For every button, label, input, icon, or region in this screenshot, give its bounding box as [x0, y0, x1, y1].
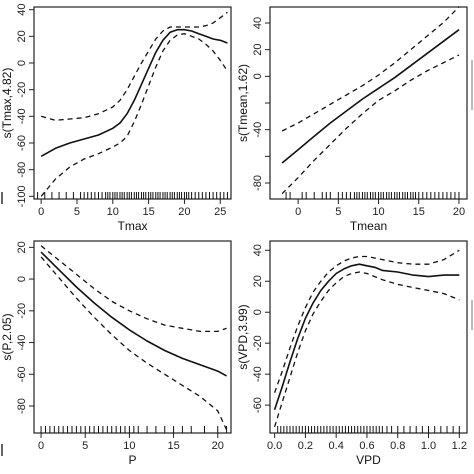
panel-2: 0 5 10 15 20 -80 -40 0 20 40 Tmean s(Tmean,1.62) [236, 6, 468, 233]
fitted-smooth-line [273, 263, 460, 411]
x-tick-label: 5 [82, 440, 88, 452]
y-tick-label: 20 [16, 30, 28, 42]
x-tick-label: 15 [142, 206, 154, 218]
panel-3: 0 5 10 15 20 -80 -60 -40 -20 0 20 Ps(P,2.05) [0, 240, 232, 467]
x-tick-label: 1.2 [452, 440, 467, 452]
panel-1: 0 5 10 15 20 25 -100 -80 -60 -40 -20 0 20 40 Tmax s(Tma… [0, 4, 232, 233]
y-tick-label: -80 [252, 175, 264, 191]
x-tick-label: 5 [335, 206, 341, 218]
x-tick-label: 25 [214, 206, 226, 218]
x-axis-label: Tmean [350, 219, 387, 233]
x-tick-label: 1.0 [421, 440, 436, 452]
x-axis-label: VPD [356, 453, 381, 467]
x-tick-label: 0 [38, 440, 44, 452]
confidence-band-upper [40, 245, 227, 333]
y-tick-label: 0 [252, 73, 264, 79]
y-axis-label: s(P,2.05) [0, 313, 14, 360]
x-tick-label: 0.4 [329, 440, 344, 452]
x-tick-label: 20 [453, 206, 465, 218]
y-tick-label: 40 [252, 17, 264, 29]
y-tick-label: -60 [16, 366, 28, 382]
y-tick-label: 0 [252, 309, 264, 315]
confidence-band-lower [281, 54, 460, 195]
x-tick-label: 10 [107, 206, 119, 218]
fitted-smooth-line [40, 251, 227, 377]
plot-frame [33, 6, 232, 200]
y-tick-label: 20 [252, 44, 264, 56]
y-tick-label: -40 [252, 366, 264, 382]
x-tick-label: 0.6 [359, 440, 374, 452]
plot-frame [269, 240, 468, 434]
confidence-band-lower [40, 256, 228, 431]
x-tick-label: 0 [295, 206, 301, 218]
y-tick-label: 20 [252, 275, 264, 287]
y-tick-label: -60 [252, 397, 264, 413]
x-tick-label: 10 [123, 440, 135, 452]
y-tick-label: 20 [16, 241, 28, 253]
y-axis-label: s(Tmean,1.62) [236, 64, 250, 142]
x-tick-label: 5 [74, 206, 80, 218]
y-tick-label: 0 [16, 276, 28, 282]
y-tick-label: -60 [16, 135, 28, 151]
fitted-smooth-line [281, 29, 460, 164]
x-tick-label: 15 [167, 440, 179, 452]
plot-frame [269, 6, 468, 200]
confidence-band-upper [281, 6, 460, 132]
y-tick-label: -80 [16, 398, 28, 414]
x-tick-label: 0 [38, 206, 44, 218]
y-tick-label: -20 [16, 303, 28, 319]
y-tick-label: -80 [16, 162, 28, 178]
confidence-band-upper [273, 249, 460, 393]
x-tick-label: 0.2 [298, 440, 313, 452]
x-axis-label: Tmax [118, 219, 148, 233]
plot-frame [33, 240, 232, 434]
y-tick-label: -20 [16, 82, 28, 98]
y-tick-label: 40 [16, 4, 28, 16]
x-axis-label: P [128, 453, 136, 467]
confidence-band-upper [41, 11, 228, 121]
x-tick-label: 0.8 [390, 440, 405, 452]
x-tick-label: 0.0 [267, 440, 282, 452]
fitted-smooth-line [40, 28, 228, 157]
x-tick-label: 20 [212, 440, 224, 452]
y-tick-label: -40 [16, 108, 28, 124]
y-tick-label: -40 [16, 335, 28, 351]
y-tick-label: -40 [252, 122, 264, 138]
x-tick-label: 15 [413, 206, 425, 218]
confidence-band-lower [273, 271, 460, 427]
y-tick-label: -20 [252, 335, 264, 351]
x-tick-label: 10 [372, 206, 384, 218]
y-tick-label: -100 [16, 185, 28, 207]
y-tick-label: 40 [252, 244, 264, 256]
y-axis-label: s(VPD,3.99) [236, 304, 250, 369]
y-axis-label: s(Tmax,4.82) [0, 68, 14, 139]
panel-4: 0.0 0.2 0.4 0.6 0.8 1.0 1.2 -60 -40 -20 0 20 40 VPD s(… [236, 240, 468, 467]
y-tick-label: 0 [16, 60, 28, 66]
x-tick-label: 20 [178, 206, 190, 218]
confidence-band-lower [40, 33, 228, 197]
